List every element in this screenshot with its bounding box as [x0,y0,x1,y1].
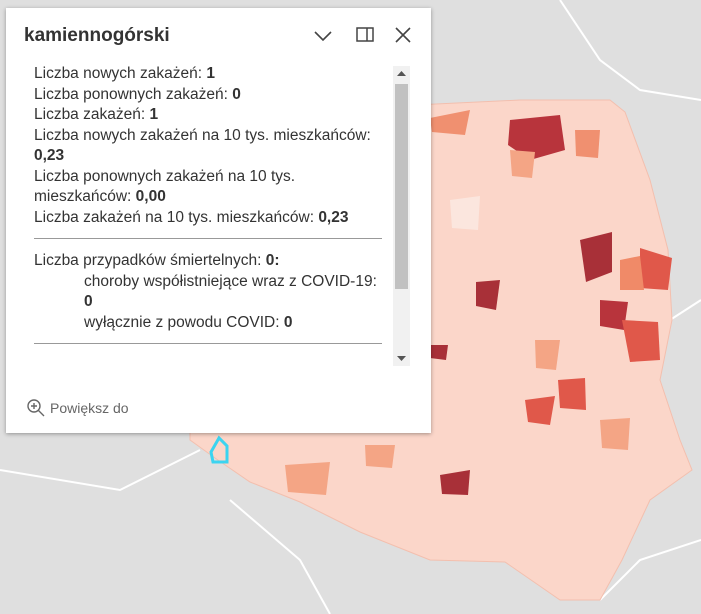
stat-value: 0,23 [34,147,65,164]
region [600,418,630,450]
stat-label: Liczba przypadków śmiertelnych: [34,252,262,269]
zoom-action[interactable]: Powiększ do [26,398,129,418]
stat-value: 0 [283,313,293,331]
region [580,232,612,282]
selected-region [209,435,229,464]
close-button[interactable] [392,24,414,46]
stat-line: Liczba nowych zakażeń na 10 tys. mieszka… [34,126,384,167]
stat-line: choroby współistniejące wraz z COVID-19:… [34,272,384,313]
region [535,340,560,370]
stat-value: 0 [84,293,93,310]
scroll-down[interactable] [393,352,410,366]
stat-value: 0: [265,252,280,269]
stat-line: Liczba ponownych zakażeń na 10 tys. mies… [34,167,384,208]
stat-label: Liczba zakażeń na 10 tys. mieszkańców: [34,208,314,226]
stat-value: 1 [206,65,215,82]
region [476,280,500,310]
death-details: choroby współistniejące wraz z COVID-19:… [34,272,384,334]
stat-label: Liczba nowych zakażeń: [34,65,203,82]
scroll-up[interactable] [393,66,410,80]
region [600,300,628,330]
stats: Liczba nowych zakażeń: 1 Liczba ponownych… [34,64,384,228]
stat-line: Liczba przypadków śmiertelnych: 0: [34,251,384,272]
stat-label: Liczba nowych zakażeń na 10 tys. mieszka… [34,126,371,144]
region [575,130,600,158]
region [450,196,480,230]
zoom-icon [27,399,45,417]
stat-value: 0,23 [318,208,349,226]
stat-value: 0 [232,85,241,103]
popup-pointer [209,435,229,464]
stat-line: Liczba zakażeń: 1 [34,105,384,126]
scrollbar[interactable] [393,66,410,366]
region [440,470,470,495]
region [620,256,644,290]
stat-label: Liczba ponownych zakażeń na 10 tys. mies… [34,167,296,206]
stat-value: 1 [149,106,159,123]
stat-value: 0,00 [135,188,166,205]
region [508,115,565,160]
zoom-label: Powiększ do [50,400,129,416]
collapse-button[interactable] [312,24,334,46]
dock-button[interactable] [354,24,376,46]
region [640,248,672,290]
stat-line: wyłącznie z powodu COVID: 0 [34,313,384,334]
separator [34,343,382,344]
region [622,320,660,362]
regions [285,110,672,495]
stat-line: Liczba zakażeń na 10 tys. mieszkańców: 0… [34,208,384,229]
stat-label: Liczba ponownych zakażeń: [34,85,228,103]
stat-line: Liczba nowych zakażeń: 1 [34,64,384,85]
scroll-thumb[interactable] [395,84,408,289]
region [558,378,586,410]
stat-label: Liczba zakażeń: [34,106,146,123]
region [285,462,330,495]
region [525,396,555,425]
separator [34,238,382,239]
region [510,150,535,178]
region [365,445,395,468]
stat-label: choroby współistniejące wraz z COVID-19: [84,272,377,290]
region [430,345,448,360]
region [430,110,470,135]
popup-content: Liczba nowych zakażeń: 1 Liczba ponownych… [34,64,384,364]
stat-label: wyłącznie z powodu COVID: [84,313,280,331]
popup-title: kamiennogórski [24,25,170,46]
stat-line: Liczba ponownych zakażeń: 0 [34,85,384,106]
